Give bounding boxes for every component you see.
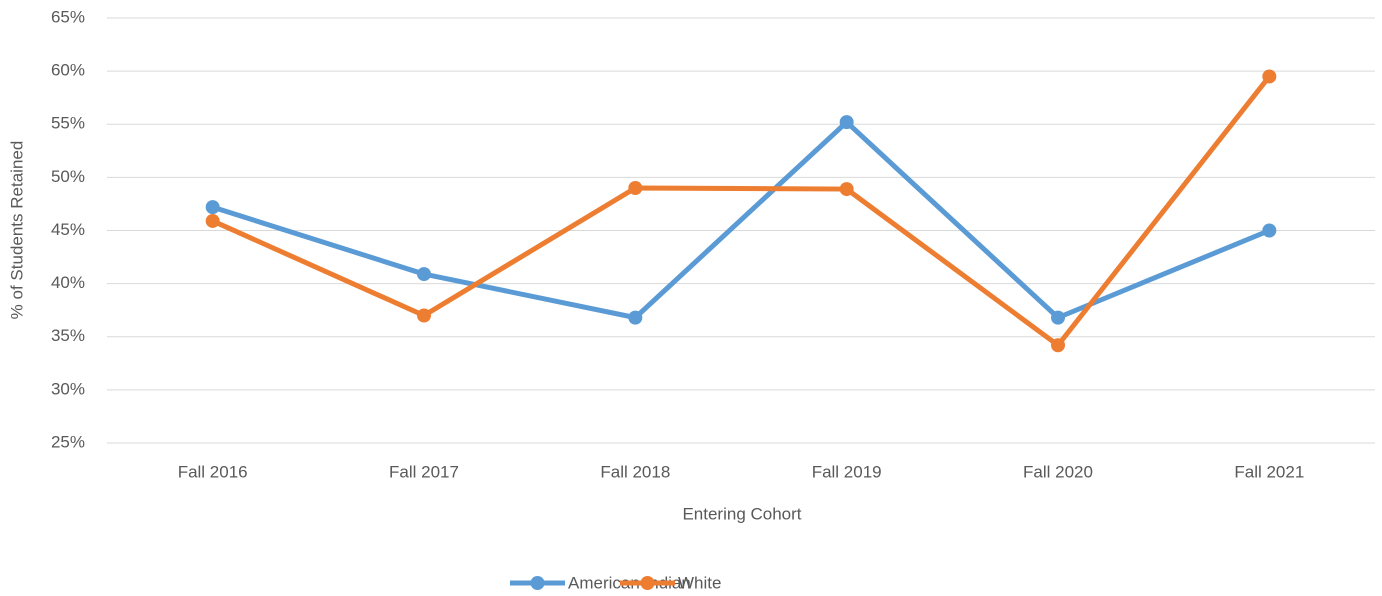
data-point — [205, 213, 220, 228]
series-line — [211, 119, 1271, 321]
data-point — [1051, 310, 1065, 325]
y-tick-label: 50% — [51, 167, 85, 186]
x-tick-label: Fall 2019 — [812, 462, 882, 481]
y-tick-label: 55% — [51, 114, 85, 133]
x-tick-label: Fall 2021 — [1234, 462, 1304, 481]
y-tick-label: 25% — [51, 432, 85, 451]
data-point — [628, 181, 643, 195]
data-point — [839, 182, 854, 197]
data-point — [417, 267, 431, 282]
data-point — [839, 115, 854, 130]
data-point — [1262, 223, 1277, 238]
x-tick-label: Fall 2016 — [178, 462, 248, 481]
y-tick-label: 35% — [51, 326, 85, 345]
y-tick-label: 30% — [51, 379, 85, 398]
y-tick-label: 60% — [51, 61, 85, 80]
data-point — [1262, 69, 1277, 84]
y-tick-label: 45% — [51, 220, 85, 239]
x-tick-label: Fall 2017 — [389, 462, 459, 481]
series-line — [211, 74, 1272, 348]
legend-label: White — [678, 573, 721, 592]
y-tick-label: 40% — [51, 273, 85, 292]
x-tick-label: Fall 2018 — [600, 462, 670, 481]
data-point — [417, 308, 431, 323]
y-tick-label: 65% — [51, 7, 85, 26]
legend-marker — [530, 576, 545, 590]
y-axis-title: % of Students Retained — [7, 141, 26, 320]
legend-marker — [640, 576, 655, 590]
data-point — [1051, 338, 1065, 353]
x-tick-label: Fall 2020 — [1023, 462, 1093, 481]
data-point — [628, 310, 643, 325]
data-point — [205, 200, 220, 215]
x-axis-title: Entering Cohort — [682, 504, 801, 523]
